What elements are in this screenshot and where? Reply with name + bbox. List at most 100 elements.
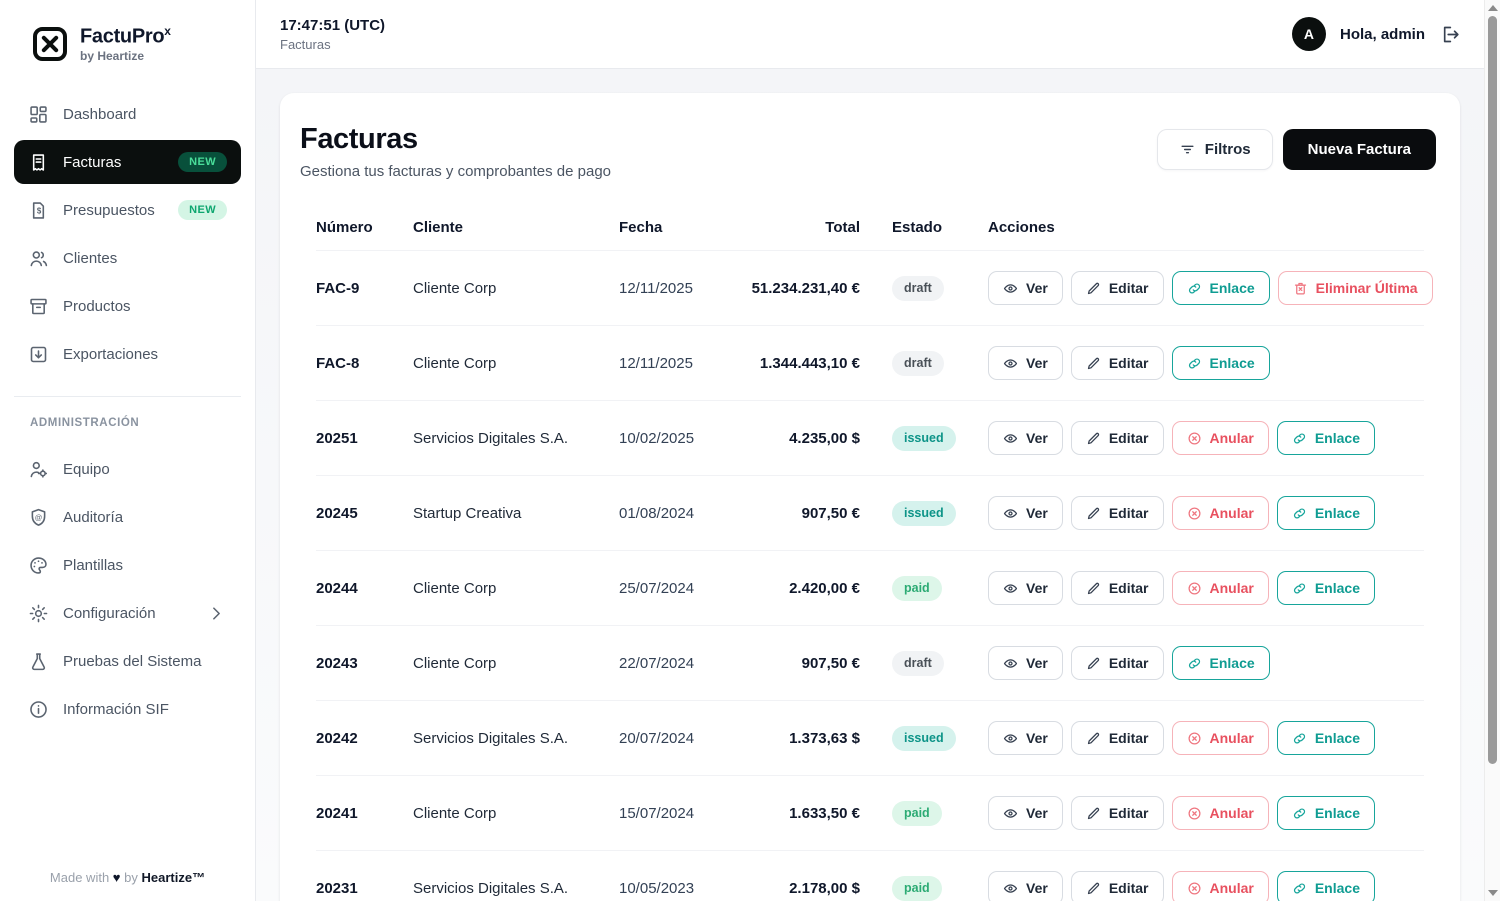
invoice-date: 20/07/2024 — [619, 729, 695, 747]
filters-button-label: Filtros — [1204, 141, 1251, 158]
edit-button[interactable]: Editar — [1070, 871, 1164, 901]
link-icon — [1187, 656, 1202, 671]
column-header-total: Total — [825, 218, 860, 236]
action-button-label: Ver — [1026, 355, 1048, 371]
void-button[interactable]: Anular — [1171, 496, 1269, 530]
filters-button[interactable]: Filtros — [1156, 129, 1273, 170]
link-button[interactable]: Enlace — [1171, 646, 1270, 680]
row-actions: Ver Editar Enlace — [988, 346, 1424, 380]
sidebar-item-label: Dashboard — [63, 105, 137, 123]
view-button[interactable]: Ver — [988, 871, 1063, 901]
flask-icon — [28, 651, 49, 672]
link-button[interactable]: Enlace — [1276, 871, 1375, 901]
edit-button[interactable]: Editar — [1070, 796, 1164, 830]
brand-superscript: x — [164, 24, 171, 39]
view-button[interactable]: Ver — [988, 496, 1063, 530]
link-button[interactable]: Enlace — [1276, 721, 1375, 755]
edit-button[interactable]: Editar — [1070, 721, 1164, 755]
pencil-icon — [1086, 281, 1101, 296]
sidebar-item-clientes[interactable]: Clientes — [14, 236, 241, 280]
pencil-icon — [1086, 431, 1101, 446]
view-button[interactable]: Ver — [988, 796, 1063, 830]
link-button[interactable]: Enlace — [1276, 796, 1375, 830]
link-button[interactable]: Enlace — [1276, 421, 1375, 455]
sidebar-item-pruebas-del-sistema[interactable]: Pruebas del Sistema — [14, 639, 241, 683]
sidebar-item-configuracion[interactable]: Configuración — [14, 591, 241, 635]
sidebar-item-label: Pruebas del Sistema — [63, 652, 202, 670]
page-subtitle: Gestiona tus facturas y comprobantes de … — [300, 163, 612, 180]
sidebar-item-plantillas[interactable]: Plantillas — [14, 543, 241, 587]
brand-tagline: by Heartize — [80, 48, 145, 63]
sidebar-item-facturas[interactable]: Facturas NEW — [14, 140, 241, 184]
edit-button[interactable]: Editar — [1070, 646, 1164, 680]
link-icon — [1187, 281, 1202, 296]
edit-button[interactable]: Editar — [1070, 571, 1164, 605]
view-button[interactable]: Ver — [988, 421, 1063, 455]
void-button[interactable]: Anular — [1171, 421, 1269, 455]
link-button[interactable]: Enlace — [1276, 571, 1375, 605]
client-name: Cliente Corp — [413, 279, 497, 297]
view-button[interactable]: Ver — [988, 271, 1063, 305]
products-box-icon — [28, 296, 49, 317]
status-cell: issued — [860, 425, 988, 451]
sidebar-item-productos[interactable]: Productos — [14, 284, 241, 328]
circle-x-icon — [1187, 506, 1202, 521]
link-button[interactable]: Enlace — [1276, 496, 1375, 530]
scrollbar-up-arrow-icon[interactable] — [1488, 5, 1498, 11]
action-button-label: Eliminar Última — [1315, 280, 1418, 296]
sidebar-item-equipo[interactable]: Equipo — [14, 447, 241, 491]
sidebar-item-label: Productos — [63, 297, 131, 315]
new-invoice-button[interactable]: Nueva Factura — [1282, 129, 1436, 170]
avatar[interactable]: A — [1291, 17, 1326, 51]
pencil-icon — [1086, 506, 1101, 521]
edit-button[interactable]: Editar — [1070, 271, 1164, 305]
view-button[interactable]: Ver — [988, 346, 1063, 380]
user-greeting: Hola, admin — [1339, 25, 1425, 43]
sidebar-item-dashboard[interactable]: Dashboard — [14, 92, 241, 136]
column-header-fecha: Fecha — [619, 218, 663, 236]
status-badge: issued — [892, 425, 956, 451]
sidebar-item-presupuestos[interactable]: $ Presupuestos NEW — [14, 188, 241, 232]
pencil-icon — [1086, 356, 1101, 371]
view-button[interactable]: Ver — [988, 721, 1063, 755]
action-button-label: Anular — [1209, 580, 1254, 596]
footer-text: by — [124, 870, 138, 885]
void-button[interactable]: Anular — [1171, 721, 1269, 755]
vertical-scrollbar[interactable] — [1484, 0, 1500, 901]
edit-button[interactable]: Editar — [1070, 346, 1164, 380]
row-actions: Ver Editar Anular Enlace — [988, 571, 1424, 605]
status-badge: paid — [892, 875, 942, 901]
action-button-label: Ver — [1026, 730, 1048, 746]
delete-last-button[interactable]: Eliminar Última — [1277, 271, 1433, 305]
invoice-total: 907,50 € — [801, 504, 860, 522]
edit-button[interactable]: Editar — [1070, 496, 1164, 530]
sidebar-item-exportaciones[interactable]: Exportaciones — [14, 332, 241, 376]
view-button[interactable]: Ver — [988, 571, 1063, 605]
void-button[interactable]: Anular — [1171, 571, 1269, 605]
eye-icon — [1003, 356, 1018, 371]
action-button-label: Editar — [1108, 730, 1149, 746]
invoice-number: 20243 — [316, 654, 358, 672]
void-button[interactable]: Anular — [1171, 871, 1269, 901]
action-button-label: Anular — [1209, 505, 1254, 521]
logout-icon[interactable] — [1439, 24, 1460, 45]
link-button[interactable]: Enlace — [1171, 346, 1270, 380]
scrollbar-down-arrow-icon[interactable] — [1488, 890, 1498, 896]
sidebar-item-auditoria[interactable]: @ Auditoría — [14, 495, 241, 539]
action-button-label: Anular — [1209, 730, 1254, 746]
eye-icon — [1003, 431, 1018, 446]
sidebar-item-label: Facturas — [63, 153, 122, 171]
link-icon — [1292, 731, 1307, 746]
sidebar-divider — [14, 396, 241, 397]
team-icon — [28, 459, 49, 480]
edit-button[interactable]: Editar — [1070, 421, 1164, 455]
sidebar-item-label: Configuración — [63, 604, 156, 622]
invoice-number: FAC-9 — [316, 279, 360, 297]
invoice-icon — [28, 152, 49, 173]
void-button[interactable]: Anular — [1171, 796, 1269, 830]
scrollbar-thumb[interactable] — [1488, 16, 1497, 764]
view-button[interactable]: Ver — [988, 646, 1063, 680]
link-icon — [1292, 581, 1307, 596]
link-button[interactable]: Enlace — [1171, 271, 1270, 305]
sidebar-item-informacion-sif[interactable]: Información SIF — [14, 687, 241, 731]
